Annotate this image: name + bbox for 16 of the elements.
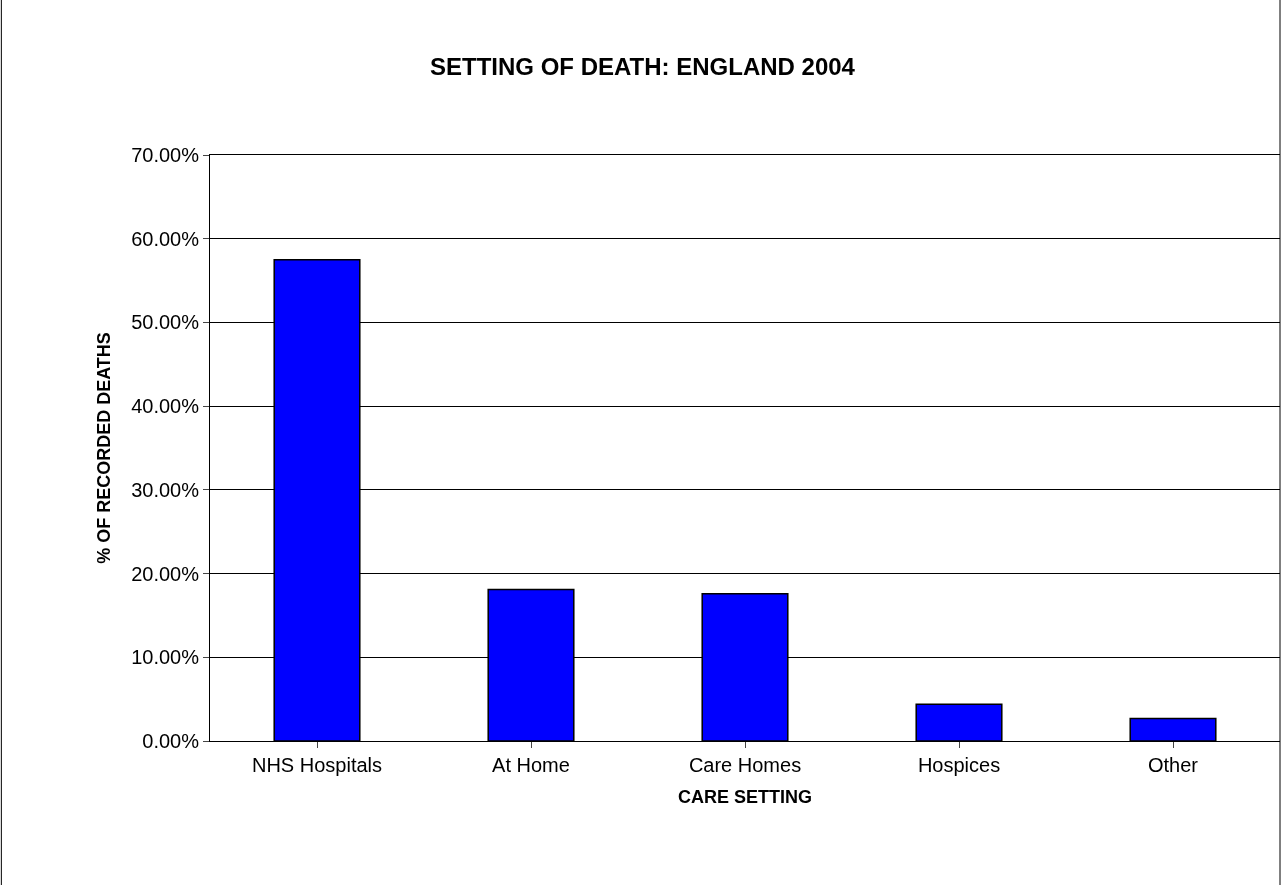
chart-title: SETTING OF DEATH: ENGLAND 2004 <box>430 52 856 80</box>
y-tick-label: 60.00% <box>131 227 200 250</box>
y-tick-label: 10.00% <box>131 646 200 669</box>
y-tick-label: 0.00% <box>142 730 200 752</box>
y-tick-label: 20.00% <box>131 562 200 585</box>
x-tick-label: NHS Hospitals <box>251 754 383 776</box>
x-tick-label: Other <box>1147 754 1199 776</box>
y-axis-title: % OF RECORDED DEATHS <box>94 332 115 564</box>
x-axis-title: CARE SETTING <box>677 787 813 808</box>
y-tick-label: 70.00% <box>131 144 200 166</box>
y-tick-label: 40.00% <box>131 395 200 418</box>
y-tick-label: 50.00% <box>131 311 200 334</box>
y-tick-label: 30.00% <box>131 478 200 501</box>
x-tick-label: Hospices <box>917 754 1001 776</box>
x-tick-label: At Home <box>492 754 570 776</box>
x-tick-label: Care Homes <box>688 754 802 776</box>
